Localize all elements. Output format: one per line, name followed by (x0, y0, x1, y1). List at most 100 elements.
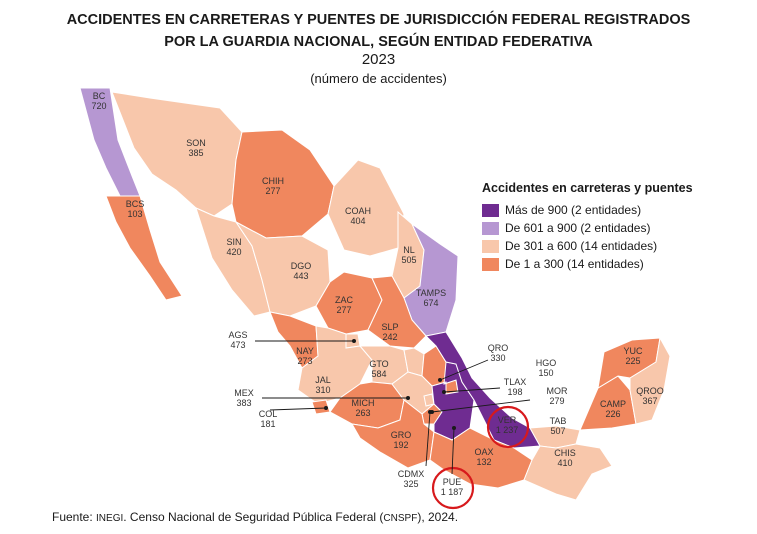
legend-swatch-mid-high (482, 221, 499, 235)
state-label-nl: NL (403, 245, 415, 255)
state-label-coah: COAH (345, 206, 371, 216)
state-label-ags: AGS (228, 330, 247, 340)
state-value-tlax: 198 (507, 387, 522, 397)
state-value-coah: 404 (350, 216, 365, 226)
legend-item-high: Más de 900 (2 entidades) (482, 201, 693, 219)
state-value-tab: 507 (550, 426, 565, 436)
state-bcs[interactable] (105, 195, 183, 301)
state-value-col: 181 (260, 419, 275, 429)
state-slp[interactable] (367, 275, 427, 349)
state-label-pue: PUE (443, 477, 462, 487)
legend-swatch-mid (482, 239, 499, 253)
legend-label-low: De 1 a 300 (14 entidades) (505, 257, 644, 271)
state-label-tamps: TAMPS (416, 288, 446, 298)
highlight-circle-pue (431, 466, 475, 510)
state-value-jal: 310 (315, 385, 330, 395)
source-note: Fuente: INEGI. Censo Nacional de Segurid… (52, 510, 458, 524)
state-value-nl: 505 (401, 255, 416, 265)
state-label-yuc: YUC (623, 346, 643, 356)
state-label-chih: CHIH (262, 176, 284, 186)
state-label-dgo: DGO (291, 261, 312, 271)
legend-item-mid-high: De 601 a 900 (2 entidades) (482, 219, 693, 237)
source-org: INEGI (96, 513, 124, 524)
state-label-tlax: TLAX (504, 377, 527, 387)
state-value-zac: 277 (336, 305, 351, 315)
state-label-qroo: QROO (636, 386, 664, 396)
state-label-slp: SLP (381, 322, 398, 332)
state-value-qroo: 367 (642, 396, 657, 406)
map-legend: Accidentes en carreteras y puentes Más d… (482, 181, 693, 273)
source-prefix: Fuente: (52, 510, 97, 524)
state-son[interactable] (111, 91, 243, 217)
state-label-mor: MOR (547, 386, 568, 396)
map-year: 2023 (361, 51, 396, 68)
state-value-oax: 132 (476, 457, 491, 467)
legend-label-mid-high: De 601 a 900 (2 entidades) (505, 221, 651, 235)
state-label-col: COL (259, 409, 278, 419)
leader-dots (324, 339, 456, 430)
state-label-bc: BC (93, 91, 106, 101)
state-value-cdmx: 325 (403, 479, 418, 489)
state-ver[interactable] (424, 331, 541, 449)
state-value-mex: 383 (236, 398, 251, 408)
state-cdmx[interactable] (423, 393, 435, 407)
state-value-yuc: 225 (625, 356, 640, 366)
map-title-line-2: POR LA GUARDIA NACIONAL, SEGÚN ENTIDAD F… (164, 34, 593, 50)
legend-title: Accidentes en carreteras y puentes (482, 181, 693, 195)
state-value-sin: 420 (226, 247, 241, 257)
state-label-bcs: BCS (126, 199, 145, 209)
state-value-mich: 263 (355, 408, 370, 418)
state-value-ags: 473 (230, 340, 245, 350)
state-value-tamps: 674 (423, 298, 438, 308)
state-label-gro: GRO (391, 430, 412, 440)
legend-label-high: Más de 900 (2 entidades) (505, 203, 642, 217)
state-value-slp: 242 (382, 332, 397, 342)
state-value-nay: 273 (297, 356, 312, 366)
map-title-line-1: ACCIDENTES EN CARRETERAS Y PUENTES DE JU… (66, 12, 691, 28)
source-abbr: CNSPF (383, 513, 418, 524)
legend-item-low: De 1 a 300 (14 entidades) (482, 255, 693, 273)
state-qroo[interactable] (629, 336, 671, 425)
legend-swatch-low (482, 257, 499, 271)
state-label-qro: QRO (488, 343, 509, 353)
legend-item-mid: De 301 a 600 (14 entidades) (482, 237, 693, 255)
state-label-chis: CHIS (554, 448, 576, 458)
state-label-mex: MEX (234, 388, 254, 398)
state-value-pue: 1 187 (441, 487, 464, 497)
state-label-camp: CAMP (600, 399, 626, 409)
state-value-bc: 720 (91, 101, 106, 111)
state-label-tab: TAB (550, 416, 567, 426)
state-chis[interactable] (523, 443, 613, 501)
state-label-nay: NAY (296, 346, 314, 356)
state-value-ver: 1 237 (496, 425, 519, 435)
state-value-hgo: 150 (538, 368, 553, 378)
state-label-zac: ZAC (335, 295, 354, 305)
source-text-1: . Censo Nacional de Seguridad Pública Fe… (123, 510, 384, 524)
state-value-gro: 192 (393, 440, 408, 450)
highlight-circle-ver (486, 405, 530, 449)
legend-label-mid: De 301 a 600 (14 entidades) (505, 239, 658, 253)
state-value-chis: 410 (557, 458, 572, 468)
map-unit: (número de accidentes) (310, 71, 447, 86)
state-label-mich: MICH (352, 398, 375, 408)
state-label-ver: VER (498, 415, 517, 425)
state-value-chih: 277 (265, 186, 280, 196)
state-label-cdmx: CDMX (398, 469, 425, 479)
legend-swatch-high (482, 203, 499, 217)
leader-lines (255, 340, 531, 475)
source-text-2: ), 2024. (417, 510, 459, 524)
state-label-oax: OAX (474, 447, 493, 457)
state-value-camp: 226 (605, 409, 620, 419)
state-label-son: SON (186, 138, 206, 148)
state-label-hgo: HGO (536, 358, 557, 368)
state-value-qro: 330 (490, 353, 505, 363)
state-value-mor: 279 (549, 396, 564, 406)
state-label-sin: SIN (226, 237, 241, 247)
state-value-son: 385 (188, 148, 203, 158)
state-value-gto: 584 (371, 369, 386, 379)
state-label-gto: GTO (369, 359, 388, 369)
state-value-bcs: 103 (127, 209, 142, 219)
state-label-jal: JAL (315, 375, 331, 385)
state-value-dgo: 443 (293, 271, 308, 281)
